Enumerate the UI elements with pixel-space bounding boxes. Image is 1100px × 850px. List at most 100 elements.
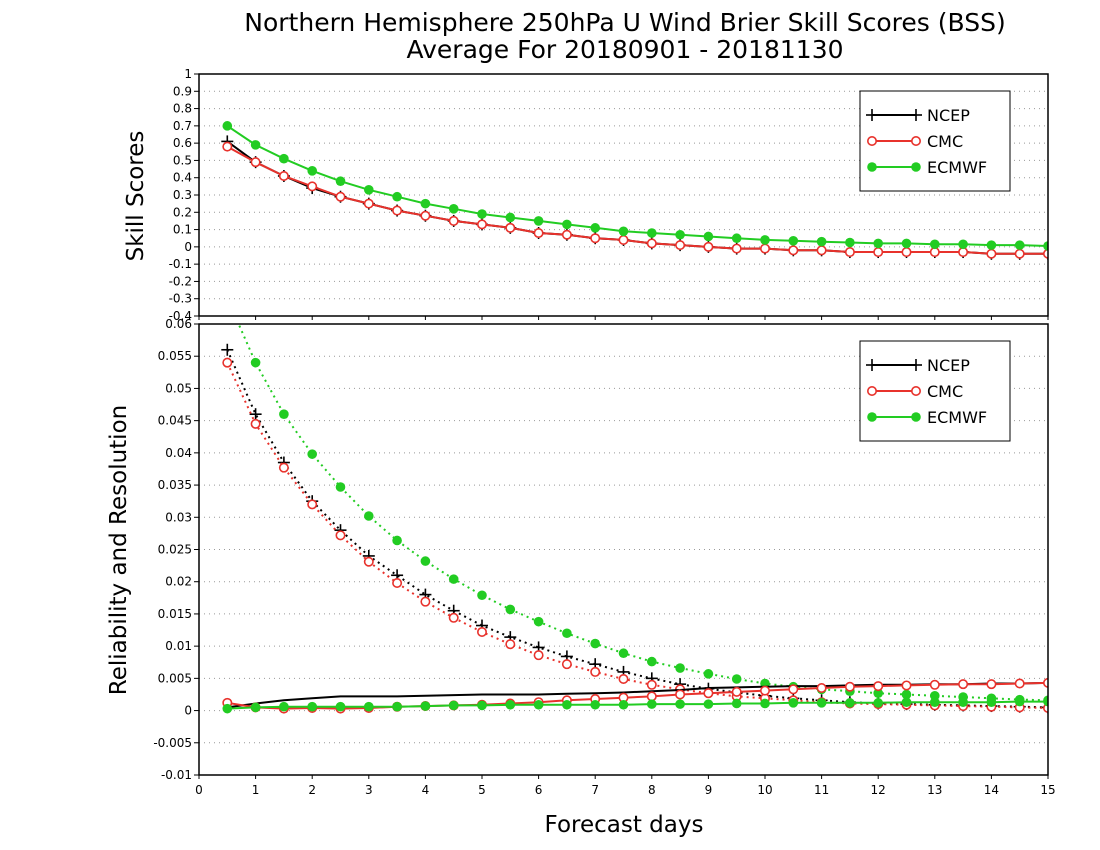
data-point-cmc — [618, 674, 629, 685]
data-point-cmc — [250, 157, 261, 168]
bottom-y-tick-label: 0.02 — [165, 575, 192, 589]
data-point-ecmwf — [335, 482, 346, 492]
series-line-ecmwf-resolution — [227, 700, 1048, 710]
x-tick-label: 3 — [365, 783, 373, 797]
data-point-ecmwf — [533, 216, 544, 226]
data-point-ecmwf — [505, 212, 516, 223]
bottom-y-tick-label: 0.03 — [165, 510, 192, 524]
x-tick-label: 10 — [757, 783, 772, 797]
data-point-ecmwf — [307, 166, 318, 176]
data-point-ecmwf — [873, 698, 883, 708]
data-point-cmc — [675, 240, 686, 251]
data-point-cmc — [1043, 677, 1048, 688]
x-tick-label: 2 — [308, 783, 316, 797]
bottom-y-tick-label: 0.06 — [165, 317, 192, 331]
x-tick-label: 5 — [478, 783, 486, 797]
top-y-tick-label: 0.6 — [173, 136, 192, 150]
data-point-ecmwf — [986, 697, 997, 707]
data-point-ecmwf — [930, 697, 940, 707]
data-point-ecmwf — [788, 698, 799, 708]
bottom-y-axis-label: Reliability and Resolution — [106, 405, 132, 695]
legend-entry-ncep: NCEP — [866, 106, 970, 125]
x-tick-label: 0 — [195, 783, 203, 797]
data-point-ecmwf — [618, 226, 629, 237]
data-point-cmc — [759, 685, 770, 696]
data-point-ecmwf — [392, 191, 402, 202]
data-point-cmc — [986, 679, 997, 690]
data-point-ecmwf — [279, 153, 289, 164]
bottom-y-tick-label: -0.005 — [153, 736, 192, 750]
data-point-ecmwf — [222, 121, 233, 131]
legend-label-cmc: CMC — [927, 382, 963, 401]
top-y-tick-label: 0.1 — [173, 223, 192, 237]
data-point-cmc — [561, 229, 572, 240]
data-point-cmc — [816, 683, 827, 694]
data-point-cmc — [278, 462, 289, 473]
data-point-cmc — [590, 666, 601, 677]
bottom-y-tick-label: 0.005 — [158, 671, 192, 685]
x-tick-label: 15 — [1040, 783, 1055, 797]
data-point-ecmwf — [562, 628, 572, 639]
data-point-ecmwf — [675, 699, 685, 709]
bottom-series-group — [221, 324, 1048, 714]
top-y-tick-label: -0.3 — [169, 292, 192, 306]
data-point-ecmwf — [250, 702, 261, 713]
data-point-ecmwf — [760, 235, 770, 245]
data-point-cmc — [476, 626, 487, 637]
data-point-cmc — [986, 248, 997, 259]
data-point-cmc — [844, 681, 855, 692]
data-point-ecmwf — [250, 357, 261, 368]
top-legend: NCEP CMC ECMWF — [859, 90, 1011, 192]
data-point-ecmwf — [250, 140, 261, 150]
data-point-ecmwf — [703, 231, 714, 242]
data-point-ecmwf — [335, 701, 346, 712]
x-tick-label: 11 — [814, 783, 829, 797]
data-point-ecmwf — [1014, 696, 1025, 707]
data-point-cmc — [618, 234, 629, 245]
x-tick-label: 6 — [535, 783, 543, 797]
data-point-ecmwf — [533, 616, 544, 627]
data-point-ecmwf — [647, 699, 657, 709]
data-point-cmc — [646, 238, 657, 249]
top-y-tick-label: 0.5 — [173, 153, 192, 167]
data-point-ecmwf — [845, 698, 855, 708]
top-series-group — [221, 121, 1048, 260]
data-point-ecmwf — [222, 703, 233, 714]
data-point-cmc — [307, 181, 318, 192]
data-point-ecmwf — [590, 699, 600, 710]
data-point-cmc — [420, 210, 431, 221]
series-line-cmc-reliability — [226, 362, 1048, 709]
data-point-ecmwf — [930, 239, 940, 250]
data-point-cmc — [335, 530, 346, 541]
data-point-ecmwf — [816, 236, 827, 247]
data-point-cmc — [901, 680, 912, 691]
legend-entry-cmc: CMC — [866, 132, 963, 151]
x-tick-label: 14 — [984, 783, 999, 797]
bottom-y-tick-label: 0 — [184, 704, 192, 718]
data-point-ecmwf — [477, 209, 487, 219]
data-point-ecmwf — [590, 223, 600, 233]
data-point-ecmwf — [703, 699, 714, 709]
data-point-cmc — [590, 233, 601, 244]
data-point-cmc — [929, 679, 940, 690]
data-point-ecmwf — [845, 237, 855, 248]
data-point-cmc — [335, 191, 346, 202]
x-tick-label: 9 — [705, 783, 713, 797]
data-point-cmc — [448, 215, 459, 226]
bottom-y-tick-label: 0.035 — [158, 478, 192, 492]
data-point-cmc — [250, 418, 261, 429]
data-point-ecmwf — [675, 229, 685, 240]
top-y-tick-label: 0.8 — [173, 102, 192, 116]
data-point-cmc — [788, 684, 799, 695]
data-point-cmc — [363, 198, 374, 209]
data-point-ecmwf — [590, 638, 600, 649]
data-point-cmc — [731, 686, 742, 697]
data-point-ecmwf — [731, 233, 742, 244]
data-point-cmc — [703, 241, 714, 252]
data-point-cmc — [1014, 248, 1025, 259]
data-point-cmc — [1043, 248, 1048, 259]
top-y-tick-label: 0.9 — [173, 84, 192, 98]
data-point-cmc — [759, 243, 770, 254]
data-point-cmc — [505, 639, 516, 650]
legend-entry-ncep: NCEP — [866, 356, 970, 375]
